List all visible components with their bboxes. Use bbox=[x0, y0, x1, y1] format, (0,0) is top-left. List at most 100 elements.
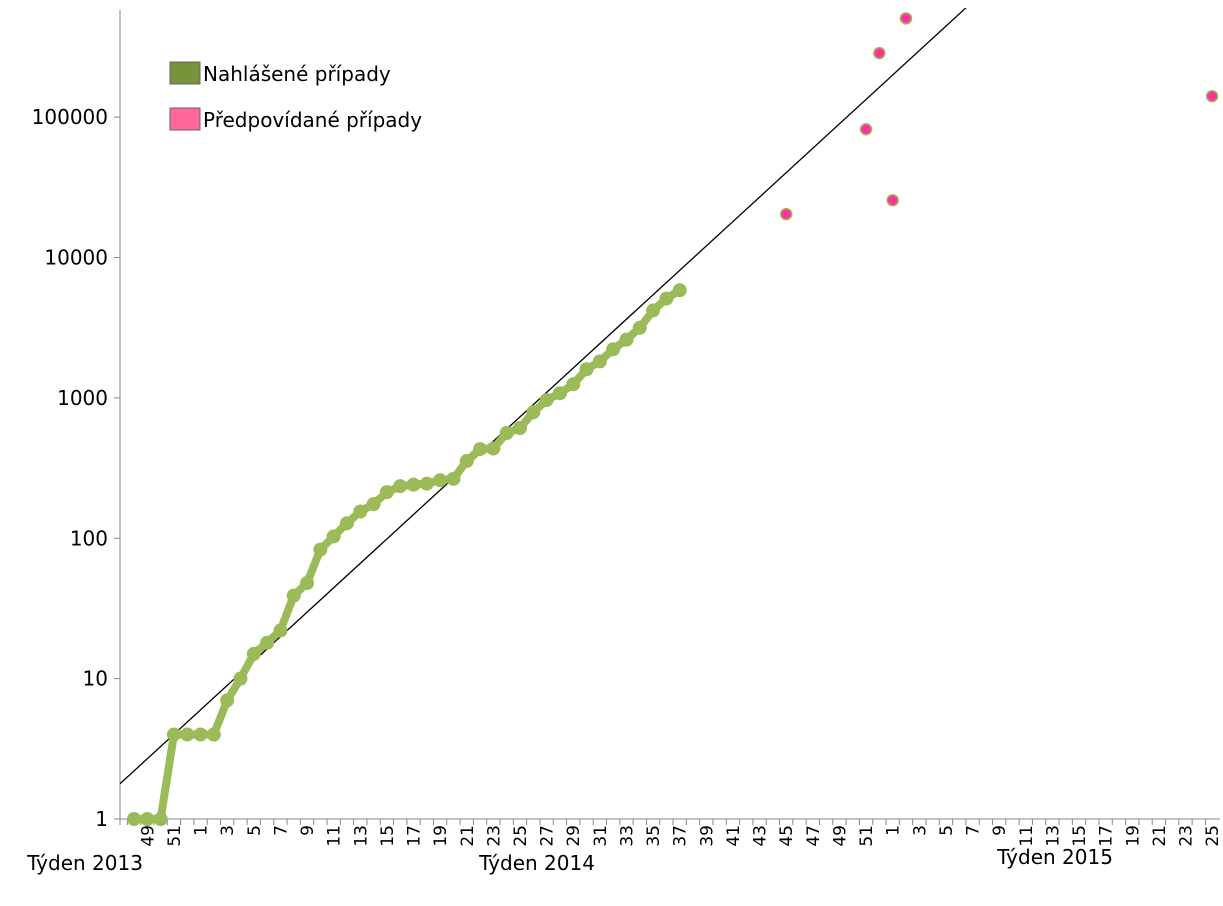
y-tick-label: 1 bbox=[95, 807, 108, 831]
data-point bbox=[606, 342, 621, 357]
data-point bbox=[286, 588, 301, 603]
x-tick-label: 49 bbox=[830, 825, 850, 847]
x-group-label: Týden 2015 bbox=[996, 845, 1113, 869]
data-point bbox=[166, 727, 181, 742]
y-tick-label: 10000 bbox=[44, 246, 108, 270]
data-point bbox=[406, 477, 421, 492]
data-point bbox=[899, 12, 913, 25]
data-point bbox=[672, 283, 687, 298]
x-tick-label: 49 bbox=[138, 825, 158, 847]
data-point bbox=[619, 332, 634, 347]
x-tick-label: 5 bbox=[245, 825, 265, 836]
x-tick-label: 1 bbox=[192, 825, 212, 836]
y-tick-label: 10 bbox=[83, 667, 108, 691]
data-point bbox=[140, 812, 155, 826]
x-tick-label: 13 bbox=[1043, 825, 1063, 847]
data-point bbox=[353, 504, 368, 519]
x-tick-label: 13 bbox=[351, 825, 371, 847]
x-tick-label: 21 bbox=[458, 825, 478, 847]
x-tick-label: 7 bbox=[271, 825, 291, 836]
x-tick-label: 17 bbox=[405, 825, 425, 847]
x-tick-label: 25 bbox=[511, 825, 531, 847]
legend-label: Nahlášené případy bbox=[203, 62, 391, 86]
data-point bbox=[499, 426, 514, 441]
x-tick-label: 19 bbox=[1123, 825, 1143, 847]
x-tick-label: 41 bbox=[724, 825, 744, 847]
legend-swatch bbox=[169, 61, 201, 85]
x-tick-label: 33 bbox=[617, 825, 637, 847]
data-point bbox=[779, 207, 793, 221]
x-group-label: Týden 2014 bbox=[478, 851, 595, 875]
x-tick-label: 25 bbox=[1203, 825, 1223, 847]
data-point bbox=[486, 441, 501, 456]
data-point bbox=[127, 812, 141, 826]
x-tick-label: 23 bbox=[484, 825, 504, 847]
x-tick-label: 15 bbox=[378, 825, 398, 847]
x-tick-label: 27 bbox=[538, 825, 558, 847]
data-point bbox=[419, 476, 434, 491]
y-tick-label: 1000 bbox=[57, 386, 108, 410]
x-tick-label: 15 bbox=[1070, 825, 1090, 847]
x-tick-label: 45 bbox=[777, 825, 797, 847]
x-tick-label: 9 bbox=[990, 825, 1010, 836]
data-point bbox=[539, 393, 554, 408]
x-tick-label: 11 bbox=[1017, 825, 1037, 847]
data-point bbox=[886, 193, 899, 207]
x-tick-label: 39 bbox=[697, 825, 717, 847]
data-point bbox=[326, 529, 341, 544]
y-tick-label: 100000 bbox=[32, 105, 108, 129]
data-point bbox=[180, 727, 195, 742]
data-point bbox=[313, 542, 328, 557]
data-point bbox=[339, 516, 354, 531]
data-point bbox=[592, 354, 607, 369]
data-point bbox=[246, 646, 261, 661]
x-group-label: Týden 2013 bbox=[26, 851, 143, 875]
data-point bbox=[459, 454, 474, 469]
data-point bbox=[473, 442, 488, 457]
data-point bbox=[233, 671, 248, 686]
legend-label: Předpovídané případy bbox=[203, 108, 422, 132]
x-tick-label: 31 bbox=[591, 825, 611, 847]
x-tick-label: 35 bbox=[644, 825, 664, 847]
trendline bbox=[120, 8, 967, 785]
data-point bbox=[552, 386, 567, 401]
data-point bbox=[566, 377, 581, 392]
data-point bbox=[393, 479, 408, 494]
y-tick-label: 100 bbox=[70, 526, 108, 550]
x-tick-label: 23 bbox=[1176, 825, 1196, 847]
x-tick-label: 11 bbox=[325, 825, 345, 847]
data-point bbox=[632, 320, 647, 335]
x-tick-label: 43 bbox=[751, 825, 771, 847]
data-point bbox=[193, 727, 208, 742]
x-tick-label: 51 bbox=[857, 825, 877, 847]
x-tick-label: 3 bbox=[910, 825, 930, 836]
x-tick-label: 47 bbox=[804, 825, 824, 847]
data-point bbox=[646, 303, 661, 318]
data-point bbox=[300, 576, 315, 591]
trendline-group bbox=[120, 8, 967, 785]
data-point bbox=[526, 405, 541, 420]
data-point bbox=[273, 623, 288, 638]
x-tick-label: 29 bbox=[564, 825, 584, 847]
x-tick-label: 37 bbox=[671, 825, 691, 847]
data-point bbox=[446, 471, 461, 486]
x-tick-label: 9 bbox=[298, 825, 318, 836]
data-point bbox=[153, 812, 168, 826]
legend-swatch bbox=[169, 107, 201, 131]
x-tick-label: 21 bbox=[1150, 825, 1170, 847]
data-point bbox=[873, 46, 886, 60]
data-point bbox=[579, 362, 594, 377]
x-tick-label: 51 bbox=[165, 825, 185, 847]
data-point bbox=[379, 485, 394, 500]
data-point bbox=[260, 635, 275, 650]
x-tick-label: 1 bbox=[884, 825, 904, 836]
data-point bbox=[366, 497, 381, 512]
data-point bbox=[659, 291, 674, 306]
data-point bbox=[220, 693, 235, 708]
x-tick-label: 17 bbox=[1097, 825, 1117, 847]
x-tick-label: 19 bbox=[431, 825, 451, 847]
data-point bbox=[859, 123, 873, 136]
x-tick-label: 7 bbox=[964, 825, 984, 836]
